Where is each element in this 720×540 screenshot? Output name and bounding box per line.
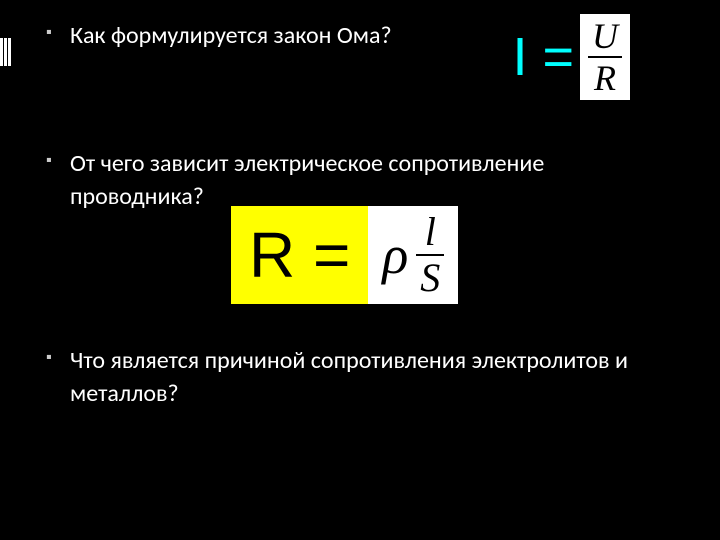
resistance-denominator: S xyxy=(416,258,444,298)
ohm-fraction: U R xyxy=(580,14,630,100)
question-3: Что является причиной сопротивления элек… xyxy=(70,345,670,410)
resistance-rhs: ρ l S xyxy=(368,206,458,304)
resistance-lhs: R = xyxy=(231,206,368,304)
ohm-denominator: R xyxy=(590,60,620,96)
resistance-rho: ρ xyxy=(382,224,408,286)
formula-ohms-law: I = U R xyxy=(512,14,630,100)
question-2: От чего зависит электрическое сопротивле… xyxy=(70,148,670,213)
ohm-numerator: U xyxy=(588,18,622,54)
ohm-lhs: I = xyxy=(512,26,574,88)
marker-bar xyxy=(8,38,11,66)
formula-resistance: R = ρ l S xyxy=(231,206,458,304)
resistance-fraction: l S xyxy=(416,212,444,298)
slide-marker xyxy=(0,38,16,66)
marker-bar xyxy=(0,38,3,66)
marker-bar xyxy=(4,38,7,66)
resistance-numerator: l xyxy=(421,212,440,252)
